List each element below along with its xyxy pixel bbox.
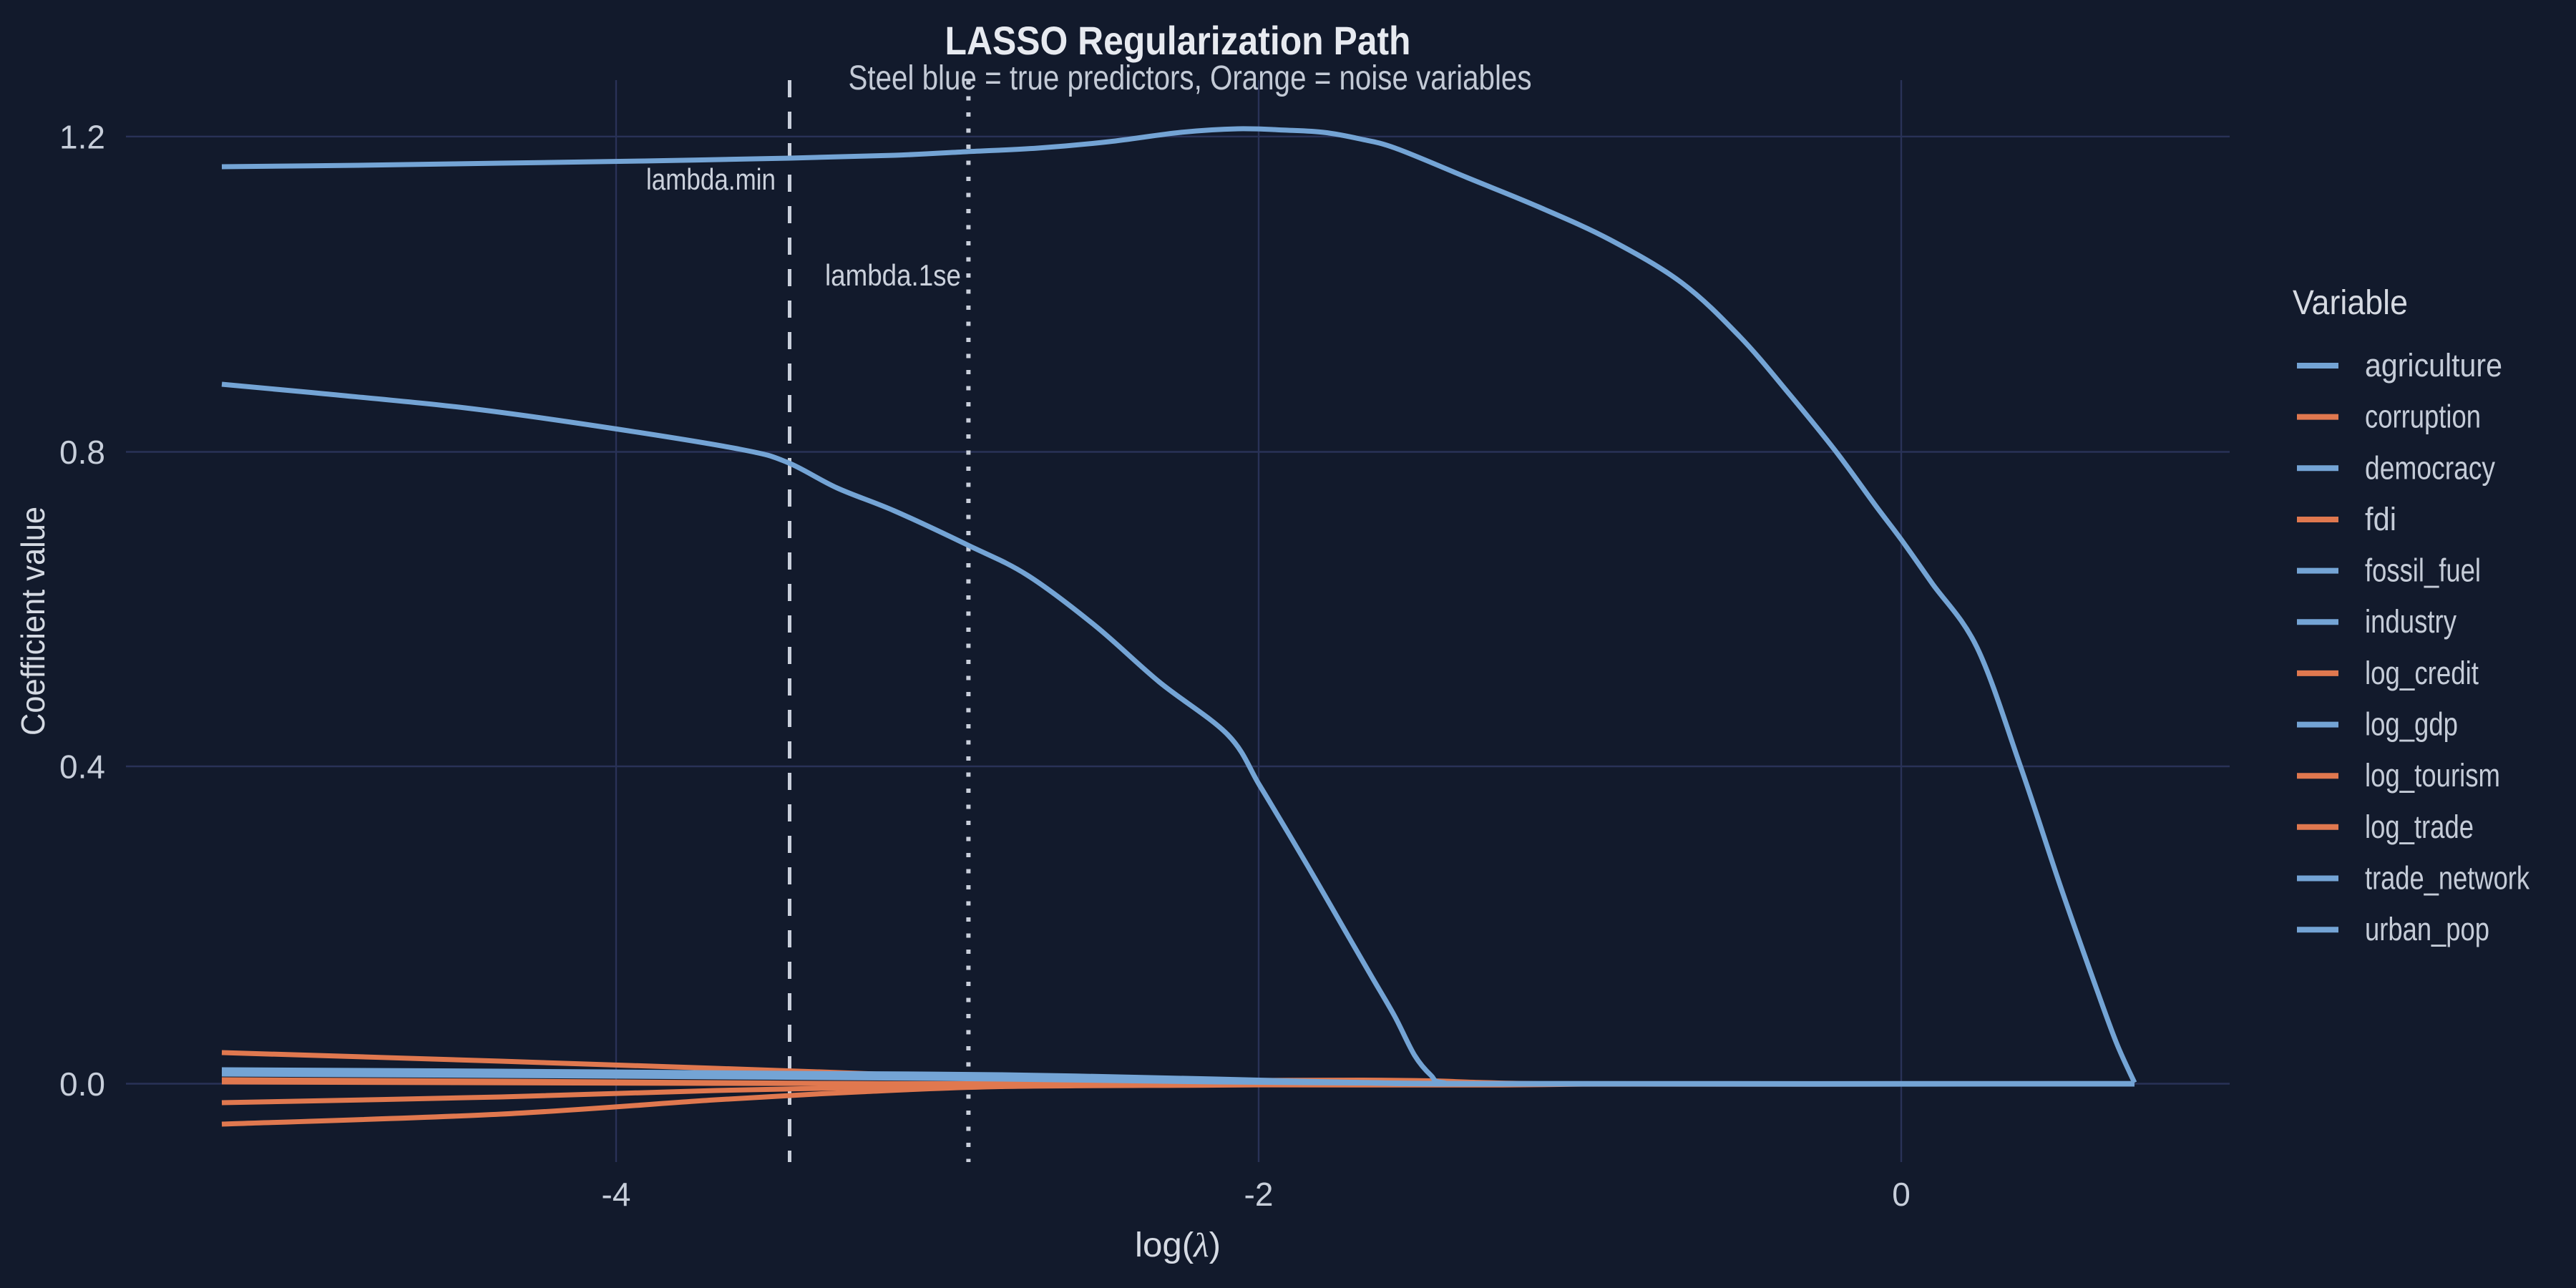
svg-text:Coefficient value: Coefficient value bbox=[14, 507, 52, 736]
svg-text:log_tourism: log_tourism bbox=[2365, 757, 2500, 794]
svg-text:Variable: Variable bbox=[2293, 284, 2408, 322]
svg-text:0: 0 bbox=[1892, 1176, 1911, 1213]
svg-text:trade_network: trade_network bbox=[2365, 860, 2529, 897]
svg-text:-2: -2 bbox=[1244, 1176, 1274, 1213]
svg-text:log_credit: log_credit bbox=[2365, 655, 2479, 691]
svg-text:log_trade: log_trade bbox=[2365, 809, 2474, 845]
svg-text:fossil_fuel: fossil_fuel bbox=[2365, 552, 2481, 589]
svg-text:LASSO Regularization Path: LASSO Regularization Path bbox=[945, 18, 1411, 63]
svg-text:corruption: corruption bbox=[2365, 399, 2481, 435]
svg-text:Steel blue = true predictors,: Steel blue = true predictors, Orange = n… bbox=[849, 59, 1532, 97]
svg-text:0.8: 0.8 bbox=[59, 434, 105, 471]
svg-text:democracy: democracy bbox=[2365, 449, 2495, 486]
svg-text:log(λ): log(λ) bbox=[1135, 1226, 1221, 1264]
svg-text:urban_pop: urban_pop bbox=[2365, 911, 2489, 947]
svg-text:1.2: 1.2 bbox=[59, 118, 105, 155]
svg-text:0.0: 0.0 bbox=[59, 1065, 105, 1103]
svg-text:log_gdp: log_gdp bbox=[2365, 706, 2458, 743]
svg-text:lambda.min: lambda.min bbox=[646, 162, 776, 196]
svg-text:0.4: 0.4 bbox=[59, 748, 105, 786]
svg-text:fdi: fdi bbox=[2365, 501, 2396, 537]
svg-text:-4: -4 bbox=[602, 1176, 631, 1213]
svg-text:agriculture: agriculture bbox=[2365, 347, 2502, 384]
svg-text:lambda.1se: lambda.1se bbox=[825, 258, 961, 292]
svg-text:industry: industry bbox=[2365, 603, 2457, 640]
